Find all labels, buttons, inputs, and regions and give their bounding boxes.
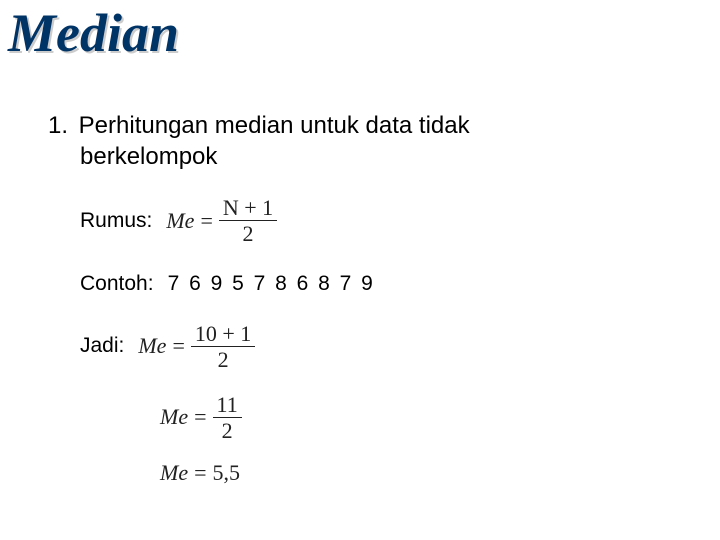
formula-fraction: N + 1 2 <box>219 196 277 245</box>
calc2-fraction: 11 2 <box>213 393 242 442</box>
result-line: Me = 5,5 <box>160 460 668 486</box>
calc1-fraction: 10 + 1 2 <box>191 322 255 371</box>
result-value: 5,5 <box>213 460 241 486</box>
contoh-label: Contoh: <box>80 272 154 296</box>
jadi-label: Jadi: <box>80 334 124 358</box>
calc-block: Me = 11 2 Me = 5,5 <box>160 393 668 486</box>
calc2-lhs: Me <box>160 404 188 430</box>
calc1-numerator: 10 + 1 <box>191 322 255 347</box>
formula-lhs: Me <box>166 208 194 234</box>
formula-eq: = <box>200 208 212 234</box>
calc2-line: Me = 11 2 <box>160 393 668 442</box>
calc2-eq: = <box>194 404 206 430</box>
heading-line-1: Perhitungan median untuk data tidak <box>79 112 470 139</box>
heading-line-2: berkelompok <box>80 141 668 172</box>
formula-row: Rumus: Me = N + 1 2 <box>80 196 668 245</box>
result-eq: = <box>194 460 206 486</box>
item-number: 1. <box>48 110 72 141</box>
jadi-row: Jadi: Me = 10 + 1 2 <box>80 322 668 371</box>
calc1-denominator: 2 <box>218 347 229 371</box>
rumus-label: Rumus: <box>80 209 152 233</box>
data-sequence: 7 6 9 5 7 8 6 8 7 9 <box>168 272 375 296</box>
calc2-numerator: 11 <box>213 393 242 418</box>
example-row: Contoh: 7 6 9 5 7 8 6 8 7 9 <box>80 272 668 296</box>
calc1-lhs: Me <box>138 333 166 359</box>
calc2-denominator: 2 <box>222 418 233 442</box>
page-title: Median <box>8 2 179 64</box>
calc1-eq: = <box>172 333 184 359</box>
section-heading: 1. Perhitungan median untuk data tidak b… <box>48 110 668 172</box>
formula-numerator: N + 1 <box>219 196 277 221</box>
content-section: 1. Perhitungan median untuk data tidak b… <box>48 110 668 504</box>
result-lhs: Me <box>160 460 188 486</box>
formula-denominator: 2 <box>243 221 254 245</box>
